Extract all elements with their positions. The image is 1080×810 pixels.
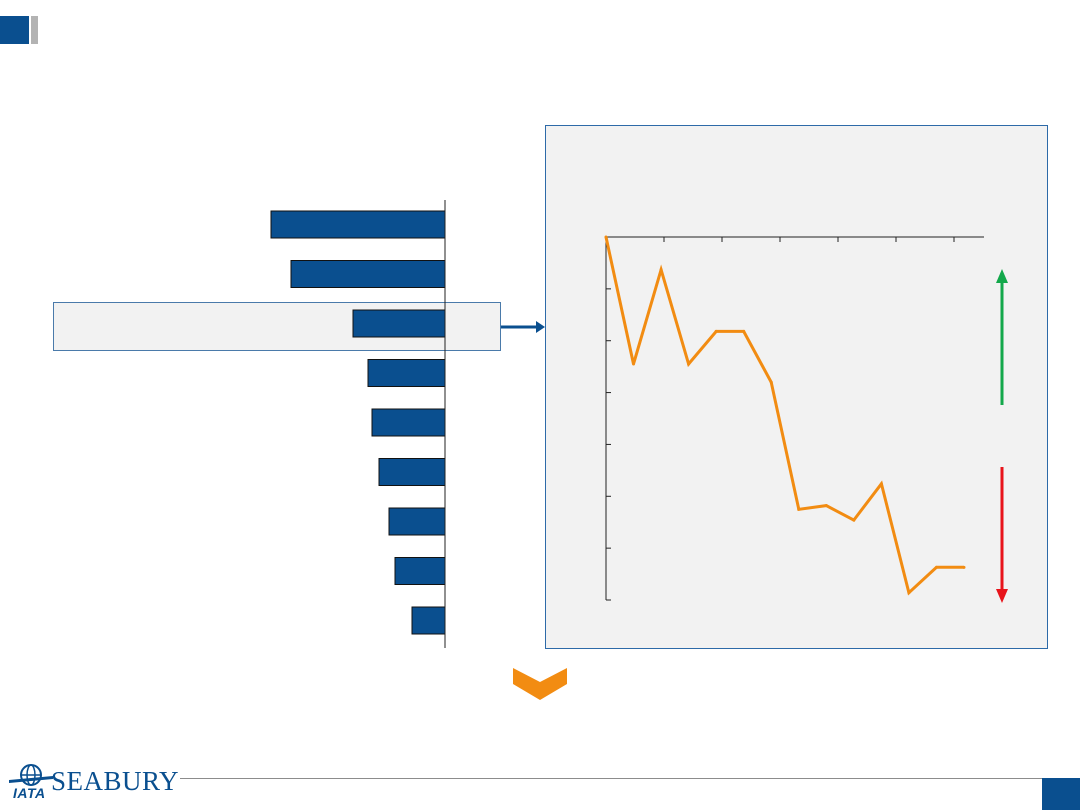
globe-icon <box>9 764 53 786</box>
company-logo: IATA SEABURY <box>5 764 180 801</box>
data-point-2 <box>632 362 636 366</box>
chevron-down-icon <box>513 668 567 700</box>
bar-8 <box>394 557 446 585</box>
data-point-1 <box>604 235 608 239</box>
down-arrow-icon <box>996 589 1008 603</box>
bar-6 <box>378 458 446 486</box>
data-point-7 <box>769 380 773 384</box>
corner-mark-blue <box>0 16 29 44</box>
connector-arrow <box>501 321 545 333</box>
data-point-11 <box>879 482 883 486</box>
data-point-8 <box>797 507 801 511</box>
logo-iata-text: IATA <box>13 785 46 801</box>
data-point-4 <box>687 362 691 366</box>
line-chart <box>604 235 1008 603</box>
bar-2 <box>290 260 446 288</box>
footer-divider <box>180 778 1042 779</box>
bar-chart <box>270 200 446 648</box>
series-line <box>604 236 964 596</box>
data-point-13 <box>934 565 938 569</box>
data-point-12 <box>907 591 911 595</box>
corner-mark-grey <box>31 16 38 44</box>
bar-3 <box>352 309 446 338</box>
data-point-3 <box>659 268 663 272</box>
logo-brand-text: SEABURY <box>51 766 180 796</box>
up-arrow-icon <box>996 269 1008 283</box>
bar-4 <box>367 359 446 387</box>
data-point-10 <box>852 518 856 522</box>
data-point-14 <box>962 565 966 569</box>
data-point-5 <box>714 329 718 333</box>
bar-7 <box>388 507 446 536</box>
page-number-badge <box>1042 778 1080 810</box>
data-point-9 <box>824 504 828 508</box>
trend-panel <box>545 125 1048 649</box>
bar-5 <box>371 408 446 437</box>
data-point-6 <box>742 329 746 333</box>
slide-corner-mark <box>0 16 38 44</box>
bar-9 <box>411 606 446 635</box>
